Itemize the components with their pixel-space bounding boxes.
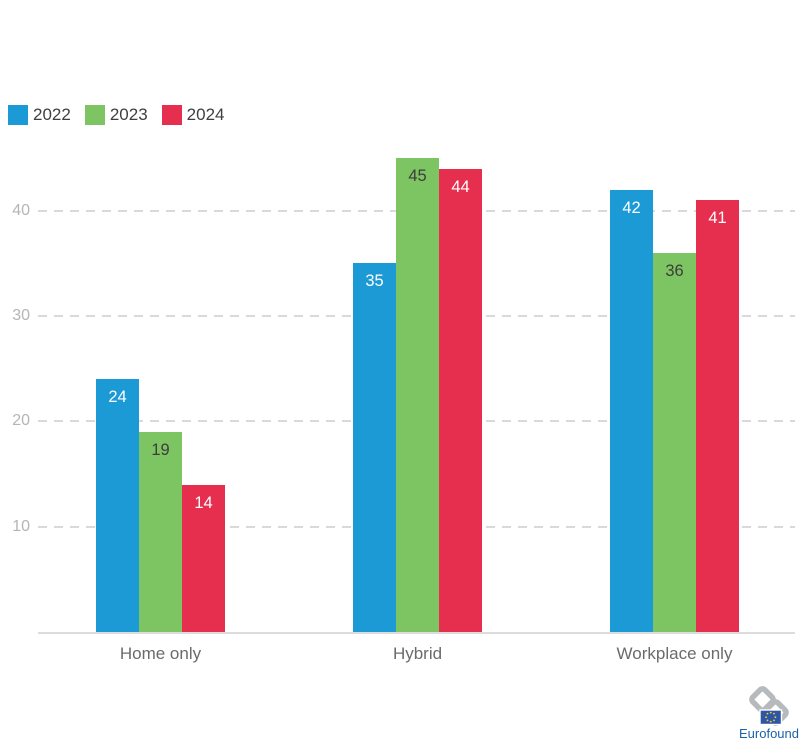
bar-value-label: 45 (408, 167, 427, 185)
legend-item-2024: 2024 (161, 105, 225, 125)
bar-value-label: 24 (108, 388, 127, 406)
legend-label: 2023 (109, 105, 148, 124)
chart-legend: 2022 2023 2024 (8, 105, 224, 125)
eurofound-logo-mark (749, 686, 789, 726)
bar-2023-home-only: 19 (139, 432, 182, 632)
legend-swatch-icon (8, 105, 28, 125)
legend-item-2022: 2022 (8, 105, 71, 125)
y-tick-label: 40 (12, 202, 30, 219)
y-tick-label: 10 (12, 518, 30, 535)
x-category-label: Hybrid (392, 644, 443, 663)
bar-value-label: 19 (151, 441, 170, 459)
x-category-label: Home only (119, 644, 202, 663)
y-tick-label: 30 (12, 307, 30, 324)
bar-2024-home-only: 14 (182, 485, 225, 632)
y-tick-label: 20 (12, 412, 30, 429)
bar-2023-workplace-only: 36 (653, 253, 696, 632)
bar-value-label: 44 (451, 178, 470, 196)
legend-label: 2022 (33, 105, 71, 124)
legend-label: 2024 (186, 105, 225, 124)
bar-value-label: 41 (708, 209, 727, 227)
bar-2022-home-only: 24 (96, 379, 139, 632)
bar-value-label: 14 (194, 494, 213, 512)
legend-swatch-icon (84, 105, 105, 125)
eu-flag-icon (759, 709, 783, 726)
bar-2024-workplace-only: 41 (696, 200, 739, 632)
bar-value-label: 35 (365, 272, 384, 290)
legend-item-2023: 2023 (84, 105, 148, 125)
x-category-label: Workplace only (616, 644, 733, 663)
bar-2022-workplace-only: 42 (610, 190, 653, 632)
bar-value-label: 36 (665, 262, 684, 280)
bar-value-label: 42 (622, 199, 641, 217)
legend-swatch-icon (161, 105, 182, 125)
bar-2023-hybrid: 45 (396, 158, 439, 632)
bar-2022-hybrid: 35 (353, 263, 396, 632)
bar-2024-hybrid: 44 (439, 169, 482, 632)
eurofound-logo-text: Eurofound (739, 726, 799, 741)
x-axis-line (38, 632, 795, 634)
eurofound-logo: Eurofound (734, 686, 804, 741)
